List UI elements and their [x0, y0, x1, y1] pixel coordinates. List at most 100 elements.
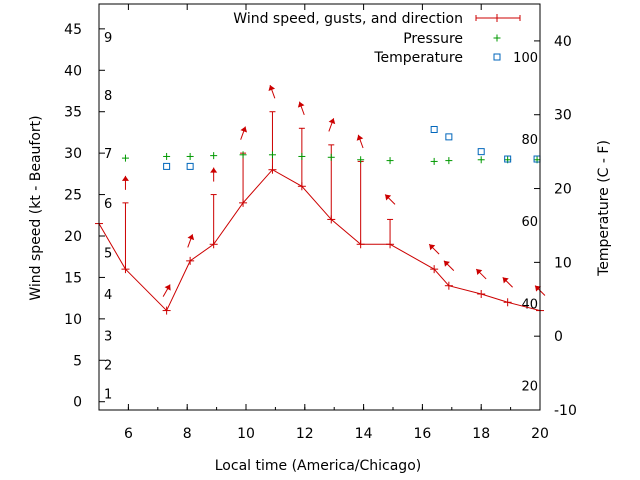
y2-tick-label: 0 [554, 329, 563, 345]
x-axis-label: Local time (America/Chicago) [215, 458, 421, 474]
fahrenheit-label: 20 [521, 380, 538, 395]
y-axis-label: Wind speed (kt - Beaufort) [28, 115, 44, 300]
data-series [95, 84, 546, 315]
wind-direction-arrow [502, 276, 513, 288]
wind-speed-point [162, 306, 171, 315]
beaufort-label: 1 [104, 387, 112, 402]
arrow-head [268, 85, 276, 92]
x-tick-label: 16 [413, 426, 431, 442]
fahrenheit-label: 80 [521, 133, 538, 148]
wind-direction-arrow [475, 268, 487, 280]
arrow-head [429, 244, 436, 251]
arrow-head [187, 234, 195, 241]
beaufort-label: 9 [104, 31, 112, 46]
beaufort-label: 5 [104, 247, 112, 262]
temperature-point [445, 133, 453, 141]
wind-speed-point [186, 256, 195, 265]
temperature-point [430, 125, 438, 133]
wind-direction-arrow [268, 84, 276, 99]
arrow-head [297, 101, 305, 108]
beaufort-label: 3 [104, 329, 112, 344]
legend: Wind speed, gusts, and direction Pressure… [233, 11, 521, 66]
pressure-point [386, 157, 394, 165]
x-tick-label: 14 [355, 426, 373, 442]
pressure-point [210, 152, 218, 160]
pressure-point [357, 156, 365, 164]
wind-direction-arrow [121, 175, 129, 190]
wind-direction-arrow [162, 284, 171, 297]
legend-entry: Temperature [373, 50, 463, 66]
temperature-point [163, 162, 171, 170]
beaufort-label: 7 [104, 147, 112, 162]
wind-direction-arrow [187, 234, 195, 248]
wind-speed-point [477, 290, 486, 298]
arrow-head [164, 284, 171, 291]
pressure-point [445, 157, 453, 165]
y2-axis-label: Temperature (C - F) [596, 140, 612, 277]
wind-direction-arrow [443, 260, 455, 272]
x-tick-label: 6 [124, 426, 133, 442]
y2-tick-label: 30 [554, 108, 572, 124]
wind-direction-arrow [428, 243, 440, 255]
x-tick-label: 18 [472, 426, 490, 442]
arrow-head [210, 167, 218, 173]
x-tick-label: 10 [237, 426, 255, 442]
y-tick-label: 45 [64, 22, 82, 38]
y2-tick-label: 10 [554, 255, 572, 271]
beaufort-labels: 1 2 3 4 5 6 7 8 9 [104, 31, 112, 402]
beaufort-label: 6 [104, 197, 112, 212]
pressure-point [163, 152, 171, 160]
wind-speed-point [444, 281, 453, 290]
y-tick-label: 20 [64, 229, 82, 245]
temperature-point [504, 155, 512, 163]
wind-speed-point [430, 265, 439, 274]
y-tick-label: 15 [64, 270, 82, 286]
y-tick-label: 5 [73, 353, 82, 369]
y-tick-label: 10 [64, 312, 82, 328]
temperature-point [477, 148, 485, 156]
pressure-point [239, 151, 247, 159]
x-tick-label: 12 [296, 426, 314, 442]
beaufort-label: 8 [104, 89, 112, 104]
fahrenheit-labels: 20 40 60 80 100 [513, 51, 538, 394]
wind-direction-arrow [328, 118, 336, 132]
fahrenheit-label: 60 [521, 215, 538, 230]
temperature-point [186, 162, 194, 170]
pressure-point [430, 157, 438, 165]
beaufort-label: 4 [104, 288, 112, 303]
wind-direction-arrow [384, 194, 396, 205]
beaufort-label: 2 [104, 358, 112, 373]
pressure-point [327, 153, 335, 161]
fahrenheit-label: 40 [521, 298, 538, 313]
y-tick-label: 30 [64, 146, 82, 162]
arrow-head [502, 277, 509, 284]
fahrenheit-label: 100 [513, 51, 538, 66]
pressure-point [477, 156, 485, 164]
arrow-head [385, 194, 392, 201]
wind-direction-arrow [210, 167, 218, 182]
arrow-head [356, 134, 364, 141]
wind-speed-point [503, 298, 512, 307]
arrow-head [443, 260, 450, 267]
arrow-head [328, 118, 336, 125]
arrow-head [121, 175, 129, 181]
legend-entry: Pressure [403, 31, 463, 47]
y2-tick-label: -10 [554, 403, 577, 419]
x-tick-label: 20 [531, 426, 549, 442]
wind-direction-arrow [297, 101, 305, 116]
legend-temperature-symbol [493, 53, 501, 61]
y-tick-label: 0 [73, 395, 82, 411]
pressure-point [268, 151, 276, 159]
pressure-point [298, 152, 306, 160]
y-tick-label: 25 [64, 188, 82, 204]
pressure-point [121, 154, 129, 162]
wind-direction-arrow [356, 134, 364, 149]
wind-direction-arrow [240, 126, 248, 140]
arrow-head [240, 126, 248, 133]
wind-speed-line [98, 169, 541, 312]
x-tick-label: 8 [183, 426, 192, 442]
legend-entry: Wind speed, gusts, and direction [233, 11, 463, 27]
axes-layer [98, 4, 541, 411]
y-tick-label: 35 [64, 105, 82, 121]
